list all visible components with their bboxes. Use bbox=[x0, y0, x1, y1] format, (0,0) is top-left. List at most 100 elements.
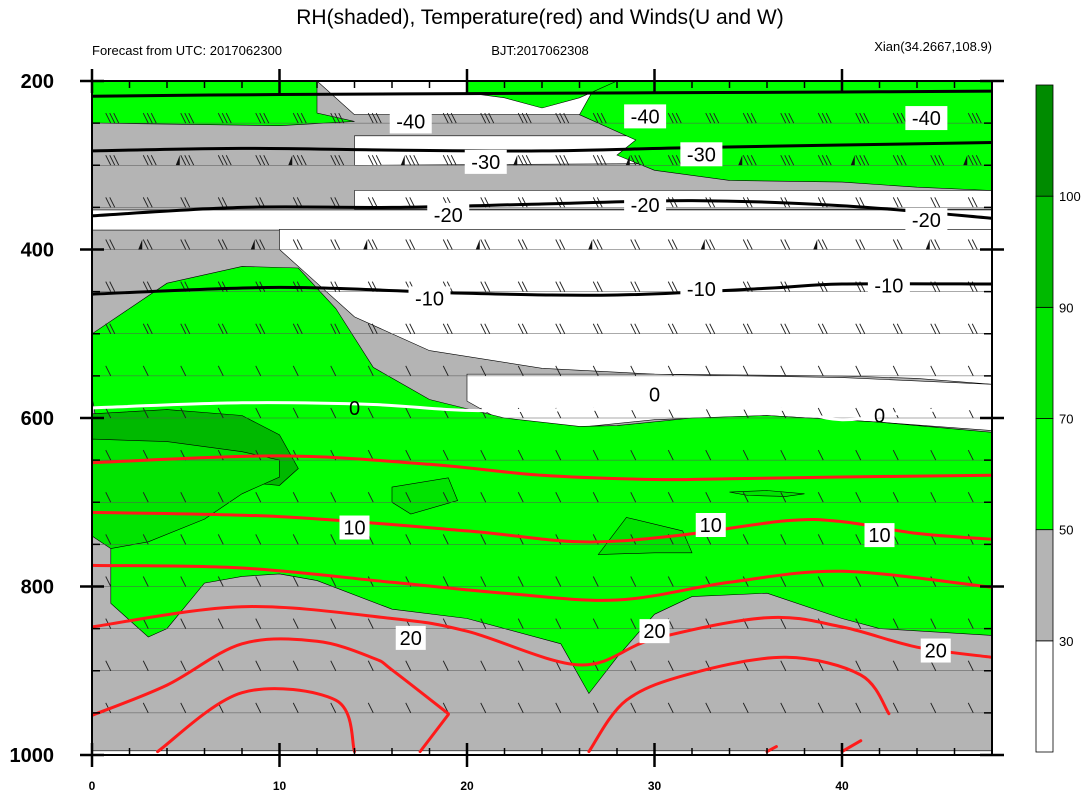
wind-barb bbox=[292, 112, 307, 124]
wind-barb bbox=[335, 81, 344, 82]
wind-barb bbox=[517, 660, 524, 671]
svg-text:-40: -40 bbox=[396, 111, 425, 133]
rh-region bbox=[597, 517, 693, 555]
colorbar-bin bbox=[1035, 84, 1054, 197]
wind-barb bbox=[255, 576, 262, 587]
wind-barb bbox=[217, 492, 224, 503]
wind-barb bbox=[142, 281, 153, 292]
wind-barbs bbox=[92, 81, 992, 714]
wind-barb bbox=[630, 576, 637, 587]
wind-barb bbox=[522, 81, 532, 82]
wind-barb bbox=[367, 702, 374, 714]
wind-barb bbox=[780, 112, 795, 124]
wind-barb bbox=[555, 112, 570, 124]
wind-barb bbox=[972, 81, 982, 82]
wind-barb bbox=[855, 534, 862, 545]
y-tick-label: 600 bbox=[21, 408, 54, 430]
wind-barb bbox=[405, 407, 412, 419]
colorbar-bin bbox=[1035, 640, 1054, 753]
wind-barb bbox=[967, 239, 978, 250]
wind-barb bbox=[292, 239, 303, 250]
wind-barb bbox=[480, 576, 487, 587]
wind-barb bbox=[892, 660, 899, 671]
wind-barb bbox=[485, 81, 494, 82]
colorbar-bin bbox=[1035, 306, 1054, 419]
wind-barb bbox=[555, 702, 562, 714]
wind-barb bbox=[405, 534, 412, 545]
wind-barb bbox=[592, 702, 599, 714]
wind-barb bbox=[142, 112, 157, 124]
wind-barb bbox=[480, 365, 487, 377]
wind-barb bbox=[892, 323, 903, 334]
svg-text:-10: -10 bbox=[415, 288, 444, 310]
wind-barb bbox=[330, 660, 337, 671]
wind-barb bbox=[180, 576, 187, 587]
wind-barb bbox=[367, 492, 374, 503]
wind-barb bbox=[442, 323, 453, 334]
wind-barb bbox=[592, 155, 607, 166]
wind-barb bbox=[292, 618, 299, 629]
wind-barb bbox=[480, 323, 491, 334]
wind-barb bbox=[292, 534, 299, 545]
wind-barb bbox=[142, 492, 149, 503]
wind-barb bbox=[855, 702, 862, 714]
wind-barb bbox=[892, 576, 899, 587]
bjt-time-label: BJT:2017062308 bbox=[491, 43, 589, 58]
wind-barb bbox=[180, 660, 187, 671]
wind-barb bbox=[330, 702, 337, 714]
wind-barb bbox=[630, 323, 641, 334]
wind-barb bbox=[255, 112, 270, 124]
wind-barb bbox=[630, 449, 637, 461]
wind-barb bbox=[180, 365, 187, 377]
wind-barb bbox=[855, 323, 866, 334]
wind-barb bbox=[710, 81, 719, 82]
wind-barb bbox=[667, 323, 678, 334]
forecast-run-label: Forecast from UTC: 2017062300 bbox=[92, 43, 282, 58]
wind-barb bbox=[180, 492, 187, 503]
wind-barb bbox=[330, 365, 337, 377]
svg-text:-20: -20 bbox=[912, 210, 941, 232]
wind-barb bbox=[780, 365, 787, 377]
contour-label: -10 bbox=[408, 286, 451, 311]
wind-barb bbox=[780, 449, 787, 461]
wind-barb bbox=[855, 576, 862, 587]
wind-barb bbox=[592, 323, 603, 334]
wind-barb bbox=[292, 365, 299, 377]
temperature-contour bbox=[156, 687, 356, 754]
wind-barb bbox=[967, 365, 974, 377]
rh-colorbar: 30 50 70 90 100 bbox=[1035, 84, 1081, 753]
wind-barb bbox=[667, 449, 674, 461]
wind-barb bbox=[480, 492, 487, 503]
wind-barb bbox=[480, 112, 495, 124]
wind-barb bbox=[855, 365, 862, 377]
wind-barb bbox=[405, 239, 416, 250]
wind-barb bbox=[217, 660, 224, 671]
wind-barb bbox=[517, 239, 528, 250]
wind-barb bbox=[142, 155, 157, 166]
wind-barb bbox=[742, 365, 749, 377]
temperature-contour bbox=[92, 454, 992, 482]
wind-barb bbox=[780, 576, 787, 587]
wind-barb bbox=[592, 365, 599, 377]
wind-barb bbox=[367, 618, 374, 629]
wind-barb bbox=[817, 492, 824, 503]
wind-barb bbox=[405, 323, 416, 334]
wind-barb bbox=[742, 534, 749, 545]
colorbar-label: 90 bbox=[1059, 300, 1073, 315]
wind-barb bbox=[967, 660, 974, 671]
wind-barb bbox=[260, 81, 269, 82]
wind-barb bbox=[405, 702, 412, 714]
wind-barb bbox=[592, 449, 599, 461]
wind-barb bbox=[892, 449, 899, 461]
wind-barb bbox=[667, 365, 674, 377]
wind-barb bbox=[817, 702, 824, 714]
wind-barb bbox=[892, 239, 903, 250]
wind-barb bbox=[217, 407, 224, 419]
contour-label: 20 bbox=[639, 619, 670, 644]
y-tick-label: 800 bbox=[21, 577, 54, 599]
contour-label: -10 bbox=[867, 273, 910, 298]
wind-barb bbox=[480, 281, 491, 292]
wind-barb bbox=[180, 618, 187, 629]
colorbar-label: 50 bbox=[1059, 523, 1073, 538]
